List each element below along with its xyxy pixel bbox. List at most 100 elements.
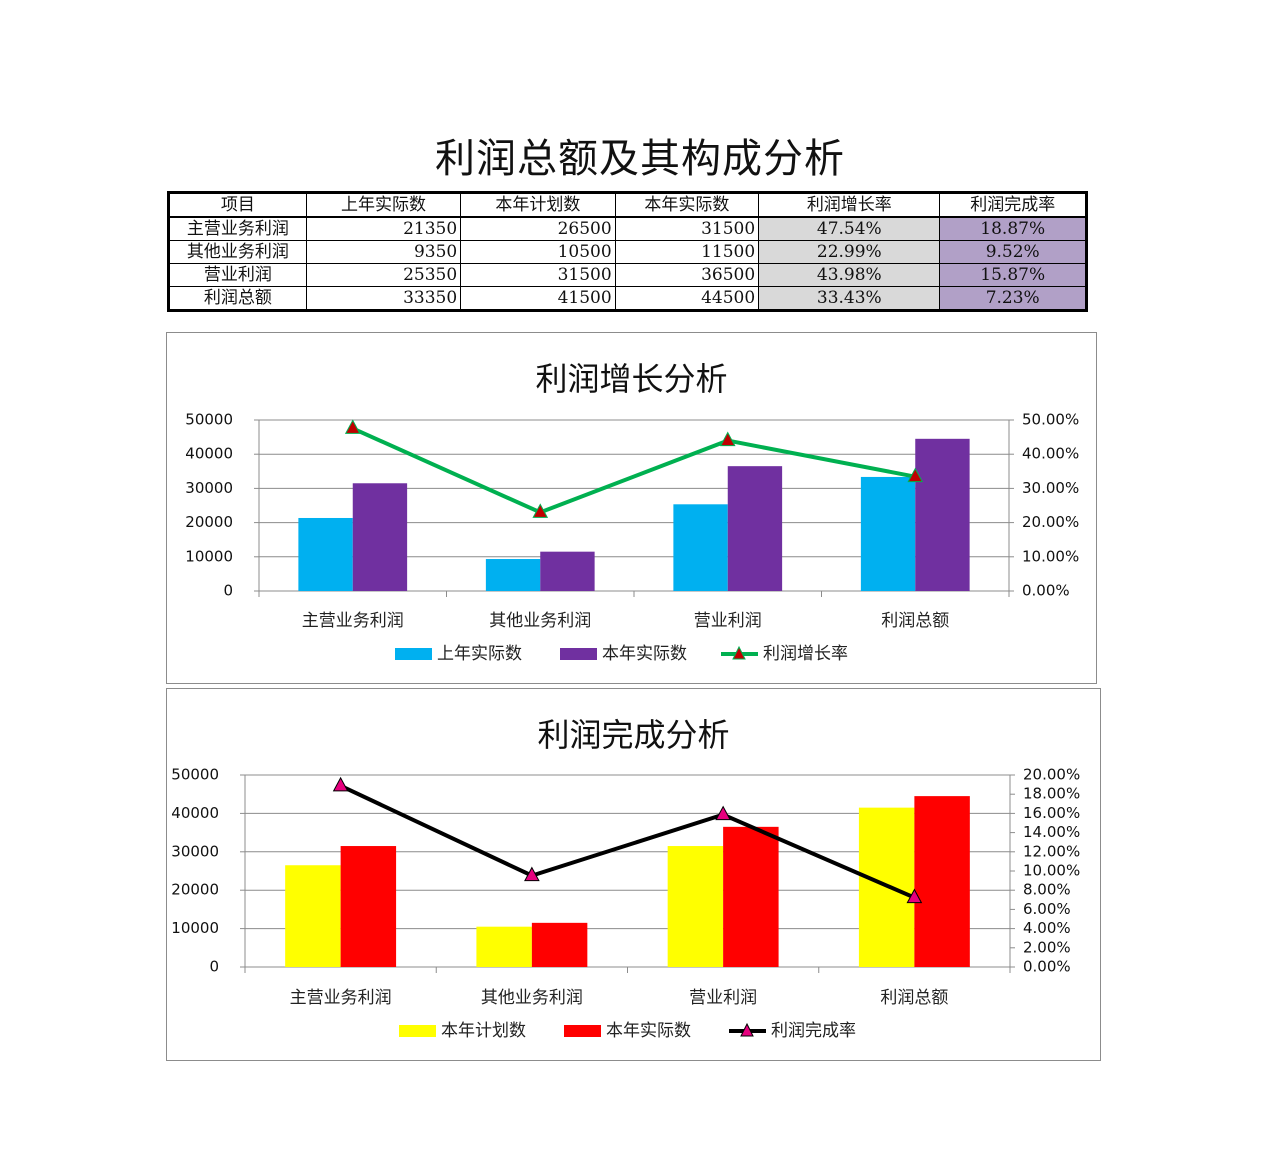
y-right-tick-label: 6.00% xyxy=(1023,900,1071,918)
chart-title: 利润增长分析 xyxy=(535,360,727,398)
bar xyxy=(476,926,532,967)
column-header: 利润完成率 xyxy=(939,192,1087,218)
y-right-tick-label: 20.00% xyxy=(1023,766,1080,784)
completion-rate-cell: 7.23% xyxy=(939,286,1087,311)
legend-swatch xyxy=(395,648,432,660)
bar xyxy=(340,846,397,967)
y-left-tick-label: 20000 xyxy=(185,513,233,531)
line-marker xyxy=(715,805,731,821)
bar xyxy=(673,504,728,591)
x-tick-label: 营业利润 xyxy=(689,988,757,1008)
x-tick-label: 主营业务利润 xyxy=(302,611,404,631)
y-right-tick-label: 18.00% xyxy=(1023,785,1080,803)
y-right-tick-label: 20.00% xyxy=(1022,513,1079,531)
y-left-tick-label: 30000 xyxy=(171,842,219,860)
y-left-tick-label: 10000 xyxy=(171,919,219,937)
x-tick-label: 营业利润 xyxy=(694,611,762,631)
legend-swatch xyxy=(399,1025,436,1037)
y-right-tick-label: 4.00% xyxy=(1023,919,1071,937)
line-marker xyxy=(332,776,349,792)
completion-rate-cell: 9.52% xyxy=(939,240,1087,264)
table-header-row: 项目 上年实际数 本年计划数 本年实际数 利润增长率 利润完成率 xyxy=(168,192,1087,218)
y-right-tick-label: 40.00% xyxy=(1022,445,1079,463)
table-cell: 31500 xyxy=(614,216,760,241)
bar xyxy=(723,826,779,967)
y-left-tick-label: 40000 xyxy=(171,804,219,822)
legend-label: 利润增长率 xyxy=(763,644,848,664)
y-right-tick-label: 10.00% xyxy=(1023,862,1080,880)
bar xyxy=(540,551,595,591)
completion-chart-svg: 利润完成分析 0 10000 20000 30000 40000 50000 0.00% 2.0… xyxy=(171,716,1080,1041)
x-tick-label: 其他业务利润 xyxy=(489,611,591,631)
chart-title: 利润完成分析 xyxy=(537,716,729,754)
bar xyxy=(352,483,408,591)
line-marker xyxy=(344,419,361,434)
table-cell: 26500 xyxy=(460,216,616,241)
legend-swatch xyxy=(560,648,597,660)
x-tick-label: 主营业务利润 xyxy=(290,988,392,1008)
y-right-tick-label: 14.00% xyxy=(1023,823,1080,841)
column-header: 上年实际数 xyxy=(305,192,462,218)
table-cell: 33350 xyxy=(305,286,462,311)
column-header: 利润增长率 xyxy=(758,192,941,218)
table-row: 利润总额 33350 41500 44500 33.43% 7.23% xyxy=(168,286,1087,311)
x-tick-label: 利润总额 xyxy=(880,988,948,1008)
bar xyxy=(531,922,588,967)
bar xyxy=(727,466,783,591)
column-header: 项目 xyxy=(168,192,307,218)
y-right-tick-label: 16.00% xyxy=(1023,804,1080,822)
completion-rate-cell: 18.87% xyxy=(939,216,1087,241)
y-right-tick-label: 2.00% xyxy=(1023,938,1071,956)
line-marker xyxy=(532,503,549,518)
legend-label: 本年实际数 xyxy=(606,1021,691,1041)
column-header: 本年计划数 xyxy=(460,192,616,218)
y-right-tick-label: 8.00% xyxy=(1023,881,1071,899)
completion-chart: 利润完成分析 0 10000 20000 30000 40000 50000 0.00% 2.0… xyxy=(166,688,1101,1061)
y-right-tick-label: 50.00% xyxy=(1022,411,1079,429)
y-left-tick-label: 10000 xyxy=(185,547,233,565)
line-marker xyxy=(906,888,923,904)
completion-rate-cell: 15.87% xyxy=(939,263,1087,287)
growth-chart: 利润增长分析 0 10000 20000 30000 40000 50000 0.00% 10.… xyxy=(166,332,1097,684)
bar xyxy=(860,476,916,591)
growth-rate-cell: 22.99% xyxy=(758,240,941,264)
legend-label: 利润完成率 xyxy=(771,1021,856,1041)
bar xyxy=(915,438,970,591)
growth-chart-svg: 利润增长分析 0 10000 20000 30000 40000 50000 0.00% 10.… xyxy=(185,360,1079,664)
bar xyxy=(285,865,341,967)
table-cell: 31500 xyxy=(460,263,616,287)
y-left-tick-label: 30000 xyxy=(185,479,233,497)
table-row: 主营业务利润 21350 26500 31500 47.54% 18.87% xyxy=(168,216,1087,241)
row-label: 其他业务利润 xyxy=(168,240,307,264)
y-right-tick-label: 0.00% xyxy=(1022,582,1070,600)
bar xyxy=(298,517,353,591)
legend-marker xyxy=(732,645,746,660)
table-cell: 10500 xyxy=(460,240,616,264)
table-cell: 36500 xyxy=(614,263,760,287)
y-right-tick-label: 30.00% xyxy=(1022,479,1079,497)
row-label: 利润总额 xyxy=(168,286,307,311)
y-left-tick-label: 50000 xyxy=(171,766,219,784)
legend-label: 上年实际数 xyxy=(437,644,522,664)
line-marker xyxy=(907,467,924,483)
line-marker xyxy=(719,431,736,447)
row-label: 营业利润 xyxy=(168,263,307,287)
row-label: 主营业务利润 xyxy=(168,216,307,241)
y-left-tick-label: 40000 xyxy=(185,445,233,463)
growth-rate-cell: 47.54% xyxy=(758,216,941,241)
legend-label: 本年计划数 xyxy=(441,1021,526,1041)
y-left-tick-label: 50000 xyxy=(185,411,233,429)
profit-table: 项目 上年实际数 本年计划数 本年实际数 利润增长率 利润完成率 主营业务利润 … xyxy=(167,191,1088,312)
y-left-tick-label: 0 xyxy=(223,582,233,600)
legend-label: 本年实际数 xyxy=(602,644,687,664)
y-left-tick-label: 20000 xyxy=(171,881,219,899)
column-header: 本年实际数 xyxy=(614,192,760,218)
table-cell: 25350 xyxy=(305,263,462,287)
y-right-tick-label: 12.00% xyxy=(1023,842,1080,860)
table-cell: 41500 xyxy=(460,286,616,311)
legend-swatch xyxy=(564,1025,601,1037)
y-right-tick-label: 10.00% xyxy=(1022,547,1079,565)
line-marker xyxy=(524,866,540,882)
bar xyxy=(914,796,970,967)
bar xyxy=(485,559,541,591)
